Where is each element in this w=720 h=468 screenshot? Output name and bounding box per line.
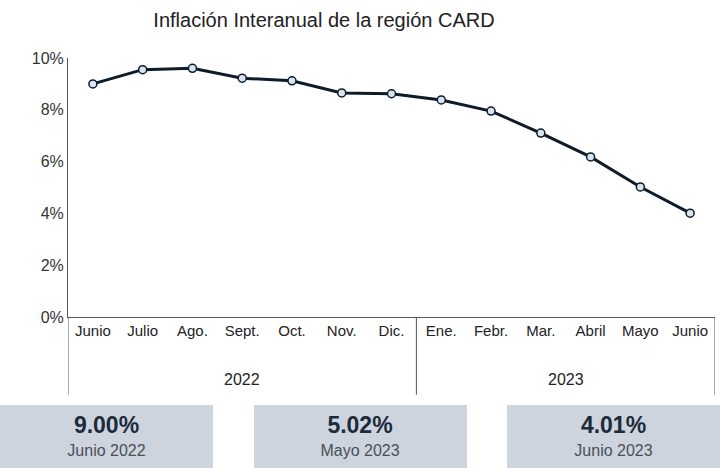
svg-text:Abril: Abril xyxy=(576,322,606,339)
svg-text:2023: 2023 xyxy=(548,371,584,388)
svg-text:Junio: Junio xyxy=(75,322,111,339)
svg-text:2%: 2% xyxy=(41,257,64,274)
svg-text:0%: 0% xyxy=(41,309,64,326)
html-text:Mayo 2023: Mayo 2023 xyxy=(320,442,400,459)
html-text:5.02%: 5.02% xyxy=(327,412,393,438)
svg-text:Mayo: Mayo xyxy=(622,322,659,339)
svg-text:Ene.: Ene. xyxy=(426,322,457,339)
html-text:Junio 2023: Junio 2023 xyxy=(574,442,653,459)
html-text:4.01%: 4.01% xyxy=(580,412,647,438)
svg-text:Inflación Interanual de la reg: Inflación Interanual de la región CARD xyxy=(153,9,494,31)
svg-text:Ago.: Ago. xyxy=(177,322,208,339)
svg-text:2022: 2022 xyxy=(224,371,260,388)
svg-text:Oct.: Oct. xyxy=(278,322,306,339)
svg-text:Junio: Junio xyxy=(672,322,708,339)
html-text:Junio 2022: Junio 2022 xyxy=(67,442,146,459)
svg-text:Mar.: Mar. xyxy=(526,322,555,339)
svg-text:8%: 8% xyxy=(41,101,64,118)
svg-text:Julio: Julio xyxy=(127,322,158,339)
svg-text:Dic.: Dic. xyxy=(379,322,405,339)
svg-text:Nov.: Nov. xyxy=(327,322,357,339)
svg-text:Febr.: Febr. xyxy=(474,322,508,339)
html-text:9.00%: 9.00% xyxy=(73,412,140,438)
svg-text:Sept.: Sept. xyxy=(225,322,260,339)
svg-text:10%: 10% xyxy=(32,50,64,67)
svg-text:6%: 6% xyxy=(41,153,64,170)
svg-text:4%: 4% xyxy=(41,205,64,222)
